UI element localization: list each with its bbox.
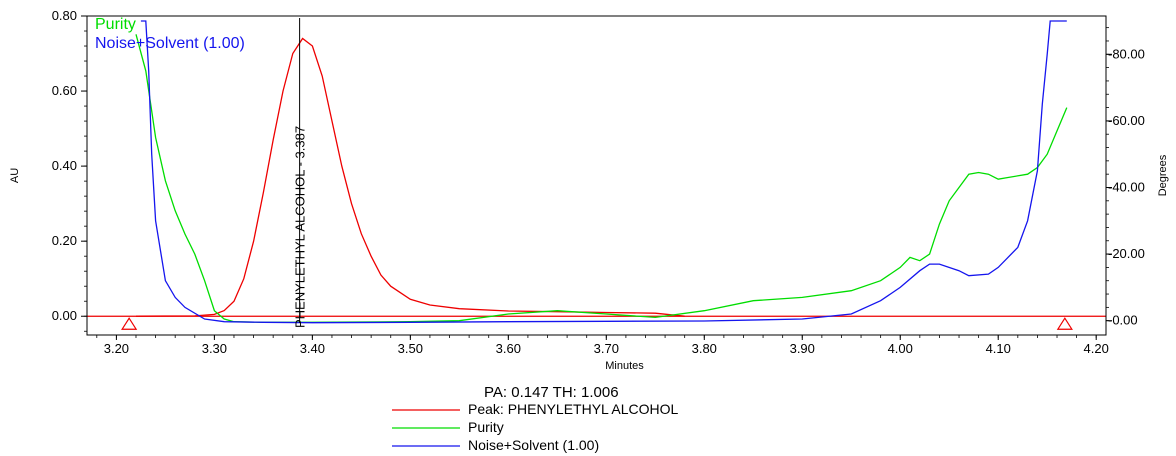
x-tick-label: 4.00 — [888, 341, 913, 356]
y-left-tick-label: 0.00 — [52, 308, 77, 323]
legend-label-1: Purity — [468, 419, 504, 435]
integration-marker-1 — [1056, 317, 1073, 330]
y-right-tick-label: -80.00 — [1108, 46, 1145, 61]
y-right-tick-label: -0.00 — [1108, 313, 1138, 328]
pa-th-text: PA: 0.147 TH: 1.006 — [484, 384, 619, 401]
x-axis-label: Minutes — [605, 360, 644, 372]
plot-area — [87, 20, 1106, 324]
x-tick-label: 3.30 — [202, 341, 227, 356]
plot-frame — [86, 15, 1107, 336]
annotations: PHENYLETHYL ALCOHOL - 3.387 — [121, 18, 1073, 330]
y-right-axis-label: Degrees — [1157, 154, 1169, 196]
y-left-axis-label: AU — [9, 168, 21, 183]
y-left-tick-label: 0.20 — [52, 233, 77, 248]
x-tick-label: 4.10 — [986, 341, 1011, 356]
y-left-tick-label: 0.60 — [52, 83, 77, 98]
y-left-tick-label: 0.40 — [52, 158, 77, 173]
integration-marker-0 — [121, 317, 138, 330]
y-right-tick-label: -60.00 — [1108, 113, 1145, 128]
x-tick-label: 3.40 — [300, 341, 325, 356]
plot-legend-label-1: Noise+Solvent (1.00) — [95, 35, 245, 52]
y-right-tick-label: -40.00 — [1108, 179, 1145, 194]
x-tick-label: 3.70 — [594, 341, 619, 356]
x-tick-label: 4.20 — [1084, 341, 1109, 356]
legend-label-0: Peak: PHENYLETHYL ALCOHOL — [468, 401, 679, 417]
x-tick-label: 3.80 — [692, 341, 717, 356]
peak-label: PHENYLETHYL ALCOHOL - 3.387 — [293, 126, 308, 328]
series-line-2 — [140, 20, 1067, 324]
series-line-1 — [135, 34, 1068, 323]
legend-label-2: Noise+Solvent (1.00) — [468, 437, 599, 453]
axes: 3.20 3.30 3.40 3.50 3.60 3.70 3.80 3.90 4.00 4.10… — [9, 8, 1169, 372]
x-tick-label: 3.50 — [398, 341, 423, 356]
y-right-tick-label: -20.00 — [1108, 246, 1145, 261]
x-tick-label: 3.60 — [496, 341, 521, 356]
plot-legend-label-0: Purity — [95, 16, 136, 33]
x-tick-label: 3.20 — [104, 341, 129, 356]
x-tick-label: 3.90 — [790, 341, 815, 356]
series-line-0 — [135, 37, 685, 317]
legend: Purity Noise+Solvent (1.00) PA: 0.147 TH: … — [95, 16, 679, 453]
y-left-tick-label: 0.80 — [52, 8, 77, 23]
